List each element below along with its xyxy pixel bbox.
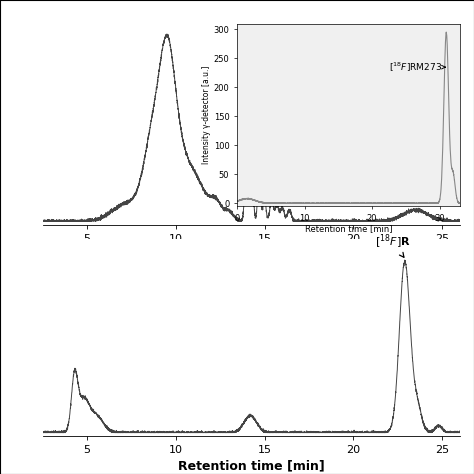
X-axis label: Retention time [min]: Retention time [min] [305,224,392,233]
Text: $[^{18}F]$RM273: $[^{18}F]$RM273 [389,61,445,74]
X-axis label: Retention time [min]: Retention time [min] [178,459,325,472]
Y-axis label: Intensity γ-detector [a.u.]: Intensity γ-detector [a.u.] [202,66,211,164]
Text: $[^{18}F]$R: $[^{18}F]$R [374,233,410,257]
